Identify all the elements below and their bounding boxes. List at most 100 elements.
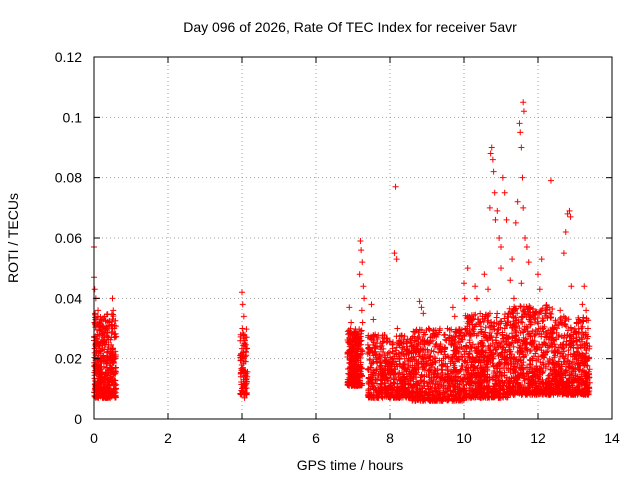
data-point <box>379 339 386 346</box>
data-point <box>472 283 479 290</box>
data-point <box>487 324 494 331</box>
data-point <box>101 313 108 320</box>
data-point <box>499 345 506 352</box>
data-point <box>409 343 416 350</box>
data-point <box>550 326 557 333</box>
data-point <box>485 286 492 293</box>
data-point <box>453 397 460 404</box>
data-point <box>538 387 545 394</box>
data-point <box>112 323 119 330</box>
data-point <box>451 341 458 348</box>
data-point <box>557 350 564 357</box>
data-point <box>558 363 565 370</box>
data-point <box>388 361 395 368</box>
data-point <box>560 344 567 351</box>
data-point <box>417 378 424 385</box>
data-point <box>438 361 445 368</box>
data-point <box>519 362 526 369</box>
x-tick-label: 4 <box>238 430 246 446</box>
data-point <box>490 369 497 376</box>
data-point <box>535 271 541 278</box>
data-point <box>411 329 418 336</box>
data-point <box>416 298 423 305</box>
data-point <box>526 382 533 389</box>
data-point <box>531 319 538 326</box>
data-point <box>542 307 549 314</box>
data-point <box>537 325 544 332</box>
data-point <box>490 168 497 175</box>
data-point <box>398 332 405 339</box>
data-point <box>347 340 354 347</box>
data-point <box>93 322 100 329</box>
data-point <box>585 391 592 398</box>
data-point <box>578 373 585 380</box>
data-point <box>346 337 353 344</box>
y-tick-label: 0.1 <box>63 109 83 125</box>
data-point <box>560 313 567 320</box>
data-point <box>377 364 384 371</box>
data-point <box>109 295 116 302</box>
y-tick-label: 0.06 <box>55 230 82 246</box>
data-point <box>462 394 469 401</box>
data-point <box>397 393 404 400</box>
data-point <box>495 321 502 328</box>
data-point <box>479 348 486 355</box>
data-point <box>390 379 397 386</box>
data-point <box>494 365 501 372</box>
data-point <box>427 334 434 341</box>
data-point <box>513 374 520 381</box>
data-point <box>366 394 373 401</box>
data-point <box>565 351 572 358</box>
data-point <box>96 373 103 380</box>
data-point <box>571 376 578 383</box>
data-point <box>478 337 485 344</box>
data-point <box>453 355 460 362</box>
data-point <box>110 358 117 365</box>
data-point <box>543 384 550 391</box>
data-point <box>240 331 247 338</box>
data-points <box>91 99 593 404</box>
data-point <box>466 391 473 398</box>
data-point <box>244 345 251 352</box>
data-point <box>358 348 365 355</box>
data-point <box>447 387 454 394</box>
data-point <box>441 344 448 351</box>
data-point <box>469 385 476 392</box>
data-point <box>538 381 544 388</box>
data-point <box>429 380 436 387</box>
data-point <box>478 364 485 371</box>
data-point <box>552 319 559 326</box>
data-point <box>410 375 417 382</box>
data-point <box>506 305 513 312</box>
x-tick-label: 10 <box>456 430 472 446</box>
data-point <box>500 382 507 389</box>
data-point <box>95 307 102 314</box>
y-tick-label: 0.08 <box>55 170 82 186</box>
data-point <box>394 384 401 391</box>
data-point <box>359 319 366 326</box>
data-point <box>112 389 119 396</box>
data-point <box>401 362 408 369</box>
data-point <box>518 348 525 355</box>
data-point <box>350 331 356 338</box>
data-point <box>568 283 575 290</box>
data-point <box>452 328 459 335</box>
data-point <box>512 219 519 226</box>
data-point <box>509 256 516 263</box>
y-tick-label: 0.12 <box>55 49 82 65</box>
data-point <box>484 367 491 374</box>
data-point <box>96 332 103 339</box>
data-point <box>575 357 582 364</box>
data-point <box>103 349 110 356</box>
data-point <box>466 337 473 344</box>
data-point <box>91 385 98 392</box>
data-point <box>355 345 362 352</box>
data-point <box>444 385 451 392</box>
data-point <box>561 358 568 365</box>
data-point <box>356 271 363 278</box>
data-point <box>402 361 409 368</box>
data-point <box>583 315 590 322</box>
data-point <box>546 304 553 311</box>
data-point <box>470 328 477 335</box>
